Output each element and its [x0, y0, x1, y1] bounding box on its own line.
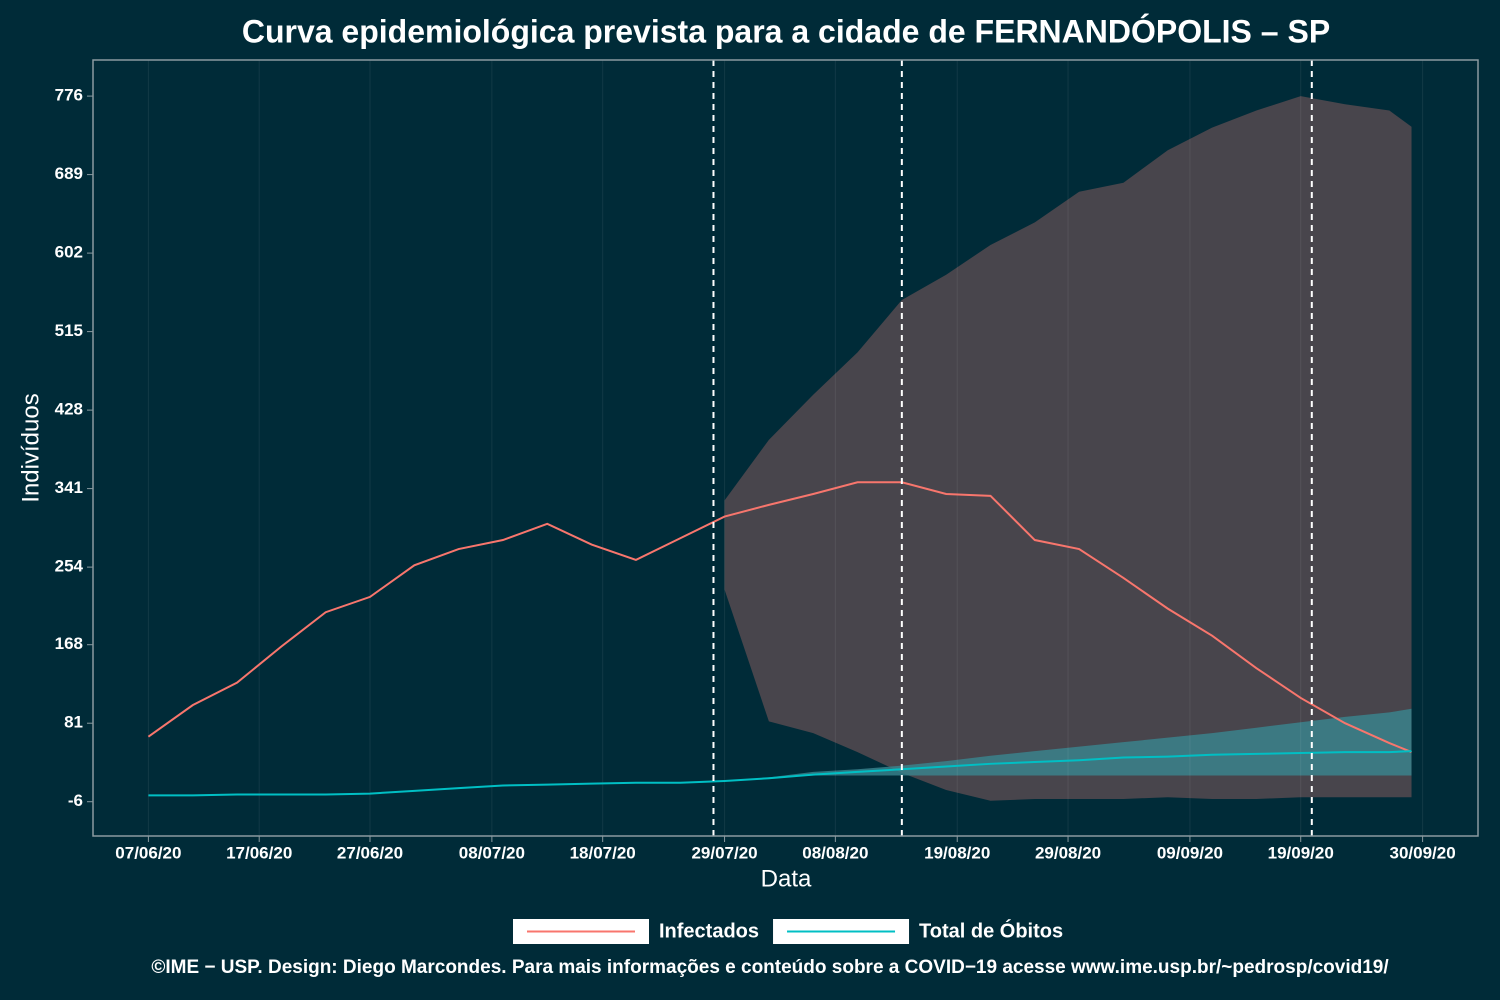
x-tick-label: 08/08/20 [802, 843, 868, 862]
y-axis-label: Indivíduos [17, 393, 44, 502]
y-tick-label: 428 [55, 400, 83, 419]
y-tick-label: 168 [55, 634, 83, 653]
prediction-band [724, 96, 1412, 801]
y-tick-label: 81 [64, 713, 83, 732]
prediction-band [724, 708, 1412, 781]
legend-label: Total de Óbitos [919, 918, 1063, 942]
x-tick-label: 19/08/20 [924, 843, 990, 862]
caption: ©IME − USP. Design: Diego Marcondes. Par… [151, 957, 1389, 978]
x-axis-label: Data [761, 865, 812, 892]
y-tick-label: 254 [55, 557, 84, 576]
x-tick-label: 30/09/20 [1390, 843, 1456, 862]
x-tick-label: 19/09/20 [1268, 843, 1334, 862]
chart-title: Curva epidemiológica prevista para a cid… [242, 13, 1330, 49]
x-tick-label: 08/07/20 [459, 843, 525, 862]
legend-label: Infectados [659, 920, 759, 942]
x-tick-label: 07/06/20 [115, 843, 181, 862]
x-tick-label: 09/09/20 [1157, 843, 1223, 862]
x-tick-label: 18/07/20 [570, 843, 636, 862]
y-tick-label: 602 [55, 243, 83, 262]
x-tick-label: 29/08/20 [1035, 843, 1101, 862]
y-tick-label: -6 [68, 791, 83, 810]
y-tick-label: 341 [55, 478, 83, 497]
plot-border [92, 59, 1479, 837]
series-line [147, 481, 1412, 754]
x-tick-label: 27/06/20 [337, 843, 403, 862]
y-tick-label: 689 [55, 164, 83, 183]
series-line [148, 750, 1412, 797]
x-tick-label: 29/07/20 [691, 843, 757, 862]
x-tick-label: 17/06/20 [226, 843, 292, 862]
y-tick-label: 515 [55, 321, 83, 340]
y-tick-label: 776 [55, 86, 83, 105]
